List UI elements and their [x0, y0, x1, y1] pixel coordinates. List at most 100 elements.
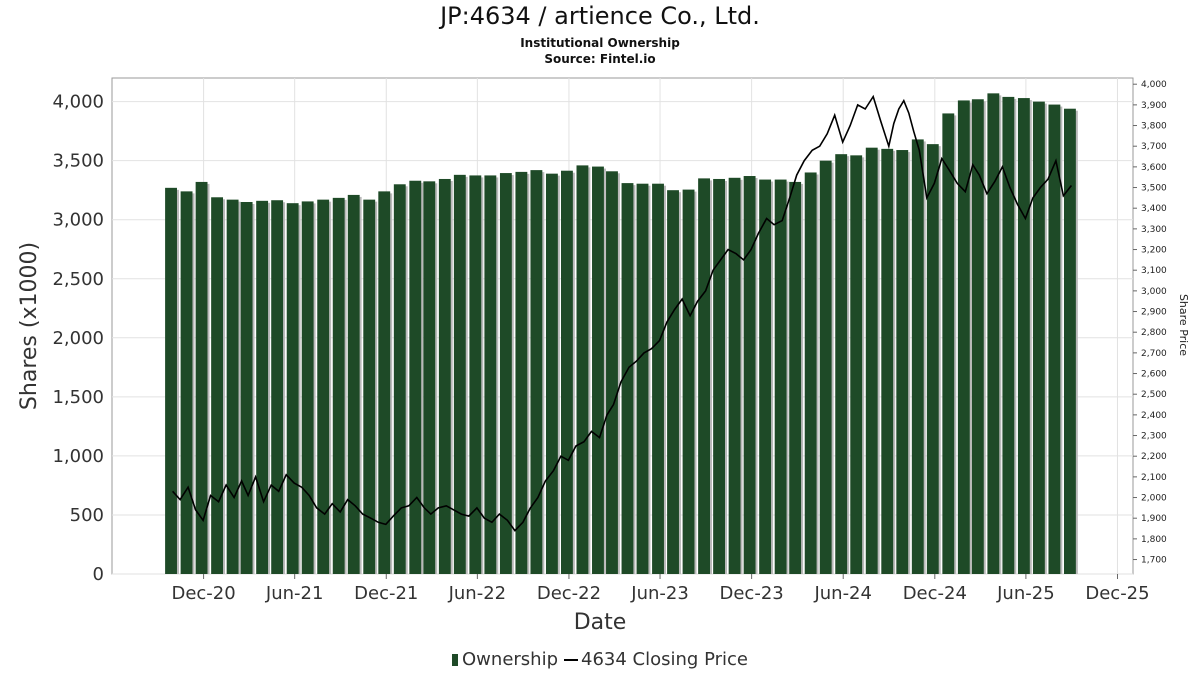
ownership-bar: [1017, 98, 1030, 575]
y-tick-label: 3,000: [52, 210, 104, 231]
y-tick-label: 2,000: [52, 328, 104, 349]
ownership-bar: [652, 183, 664, 574]
y2-tick-label: 3,300: [1141, 225, 1167, 235]
ownership-bar: [682, 189, 695, 574]
y2-tick-label: 2,800: [1141, 328, 1167, 338]
y-tick-label: 4,000: [52, 92, 104, 113]
y2-axis-title: Share Price: [1177, 294, 1190, 356]
y-tick-label: 3,500: [52, 151, 104, 172]
ownership-bar: [226, 199, 239, 574]
legend-ownership[interactable]: Ownership: [452, 649, 558, 670]
ownership-bar: [1002, 96, 1015, 575]
x-tick-label: Jun-25: [996, 583, 1055, 604]
ownership-bar: [759, 179, 772, 575]
ownership-bar: [881, 148, 894, 574]
x-tick-label: Jun-24: [813, 583, 872, 604]
ownership-bar: [865, 147, 878, 574]
y-tick-label: 2,500: [52, 269, 104, 290]
ownership-bar: [606, 171, 618, 575]
y-tick-label: 1,500: [52, 387, 104, 408]
legend-price-label: 4634 Closing Price: [581, 648, 748, 670]
x-axis-title: Date: [574, 610, 627, 635]
ownership-bar: [728, 177, 741, 575]
y-tick-label: 1,000: [52, 446, 104, 467]
y-axis-title: Shares (x1000): [17, 242, 42, 410]
legend-price[interactable]: 4634 Closing Price: [558, 649, 748, 670]
ownership-bar: [301, 201, 314, 574]
ownership-bar: [987, 93, 1000, 574]
y-tick-label: 500: [70, 505, 104, 526]
chart-source: Source: Fintel.io: [544, 52, 656, 66]
ownership-bar: [971, 99, 984, 574]
y2-tick-label: 2,400: [1141, 411, 1167, 421]
ownership-bar: [211, 197, 224, 574]
ownership-bar: [835, 154, 848, 574]
ownership-bar: [286, 203, 299, 574]
y2-tick-label: 3,000: [1141, 287, 1167, 297]
ownership-bar: [1048, 104, 1061, 575]
ownership-bar: [332, 197, 345, 574]
ownership-bar: [515, 171, 528, 574]
x-tick-label: Jun-22: [448, 583, 507, 604]
y2-tick-label: 1,800: [1141, 535, 1167, 545]
ownership-bar: [698, 178, 710, 574]
chart-subtitle: Institutional Ownership: [520, 36, 680, 50]
ownership-bar: [240, 202, 253, 574]
ownership-bar: [530, 170, 543, 574]
ownership-bar: [317, 199, 330, 574]
y2-tick-label: 2,600: [1141, 370, 1167, 380]
x-tick-label: Jun-21: [265, 583, 324, 604]
y2-tick-label: 3,600: [1141, 163, 1167, 173]
ownership-bar: [942, 113, 955, 574]
y2-tick-label: 2,700: [1141, 349, 1167, 359]
ownership-bar: [453, 174, 466, 575]
ownership-bar: [1063, 108, 1076, 574]
legend-ownership-swatch: [452, 653, 459, 666]
ownership-bar: [1032, 101, 1045, 574]
ownership-bar: [180, 191, 193, 574]
x-tick-label: Dec-23: [720, 583, 784, 604]
y2-tick-label: 3,800: [1141, 122, 1167, 132]
ownership-bar: [850, 155, 863, 574]
ownership-bar: [592, 166, 604, 575]
ownership-bar: [484, 175, 497, 574]
ownership-bar: [743, 176, 756, 574]
ownership-bar: [469, 175, 482, 574]
ownership-bar: [667, 190, 679, 574]
ownership-bar: [957, 100, 970, 574]
ownership-bar: [621, 183, 634, 574]
ownership-bar: [926, 144, 939, 574]
y2-tick-label: 3,100: [1141, 266, 1167, 276]
ownership-bar: [438, 178, 451, 574]
ownership-bar: [256, 200, 269, 575]
ownership-bar: [713, 178, 726, 574]
ownership-bar: [195, 181, 208, 574]
ownership-bar: [423, 181, 436, 575]
price-line: [172, 94, 1073, 532]
ownership-bar: [347, 194, 360, 574]
ownership-bar: [636, 183, 649, 574]
x-tick-label: Dec-20: [171, 583, 235, 604]
y2-tick-label: 1,900: [1141, 514, 1167, 524]
x-tick-label: Jun-23: [630, 583, 689, 604]
ownership-bar: [576, 165, 589, 574]
y2-tick-label: 2,900: [1141, 308, 1167, 318]
chart-title: JP:4634 / artience Co., Ltd.: [440, 2, 760, 30]
chart-legend: Ownership 4634 Closing Price: [0, 648, 1200, 670]
y2-tick-label: 3,700: [1141, 142, 1167, 152]
ownership-bar: [499, 173, 512, 575]
ownership-bar: [789, 181, 802, 574]
y-tick-label: 0: [93, 564, 104, 585]
y2-tick-label: 4,000: [1141, 80, 1167, 90]
ownership-bar: [271, 200, 284, 574]
ownership-bar: [363, 199, 376, 574]
legend-ownership-label: Ownership: [462, 648, 559, 670]
y2-tick-label: 2,300: [1141, 432, 1167, 442]
ownership-bar: [911, 139, 924, 574]
y2-tick-label: 3,400: [1141, 204, 1167, 214]
ownership-bar: [819, 160, 832, 574]
ownership-bar: [409, 180, 422, 574]
x-tick-label: Dec-24: [903, 583, 967, 604]
ownership-bar: [804, 172, 817, 574]
